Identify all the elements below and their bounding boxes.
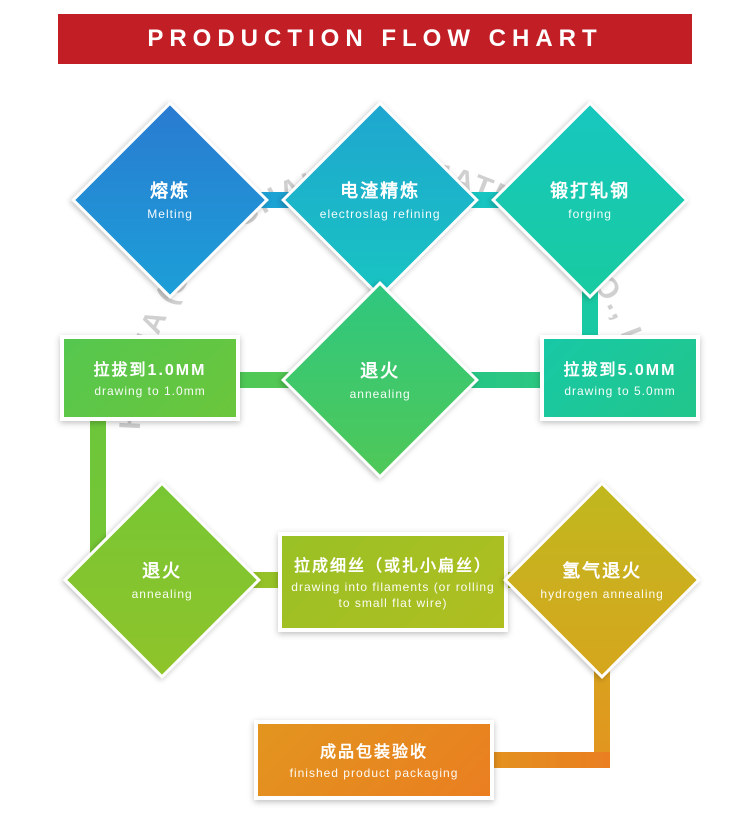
chart-title: PRODUCTION FLOW CHART bbox=[58, 14, 692, 64]
node-label-cn: 退火 bbox=[95, 557, 229, 583]
node-label-en: forging bbox=[523, 207, 657, 223]
node-label-cn: 锻打轧钢 bbox=[523, 177, 657, 203]
node-label-en: Melting bbox=[103, 207, 237, 223]
flow-node-n9: 氢气退火 hydrogen annealing bbox=[503, 481, 701, 679]
node-label-cn: 电渣精炼 bbox=[313, 177, 447, 203]
node-label-en: hydrogen annealing bbox=[535, 587, 669, 603]
flow-node-n3: 锻打轧钢 forging bbox=[491, 101, 689, 299]
flowchart-stage: PRODUCTION FLOW CHART HUONA (SHANGHAI) N… bbox=[0, 0, 750, 820]
flow-node-n2: 电渣精炼 electroslag refining bbox=[281, 101, 479, 299]
flow-node-n10: 成品包装验收 finished product packaging bbox=[254, 720, 494, 800]
flow-node-n1: 熔炼 Melting bbox=[71, 101, 269, 299]
node-label-cn: 退火 bbox=[313, 357, 447, 383]
flow-node-n8: 拉成细丝（或扎小扁丝） drawing into filaments (or ro… bbox=[278, 532, 508, 632]
node-label-en: annealing bbox=[313, 387, 447, 403]
node-label-en: drawing to 1.0mm bbox=[94, 384, 205, 400]
node-label-cn: 熔炼 bbox=[103, 177, 237, 203]
node-label-cn: 拉成细丝（或扎小扁丝） bbox=[294, 552, 492, 576]
node-label-cn: 成品包装验收 bbox=[320, 738, 428, 762]
node-label-en: drawing to 5.0mm bbox=[564, 384, 675, 400]
flow-node-n5: 退火 annealing bbox=[281, 281, 479, 479]
flow-node-n4: 拉拔到5.0MM drawing to 5.0mm bbox=[540, 335, 700, 421]
node-label-en: finished product packaging bbox=[290, 766, 459, 782]
node-label-cn: 拉拔到5.0MM bbox=[564, 356, 677, 380]
node-label-cn: 拉拔到1.0MM bbox=[94, 356, 207, 380]
node-label-en: electroslag refining bbox=[313, 207, 447, 223]
node-label-cn: 氢气退火 bbox=[535, 557, 669, 583]
flow-node-n6: 拉拔到1.0MM drawing to 1.0mm bbox=[60, 335, 240, 421]
node-label-en: annealing bbox=[95, 587, 229, 603]
node-label-en: drawing into filaments (or rolling to sm… bbox=[290, 580, 496, 611]
